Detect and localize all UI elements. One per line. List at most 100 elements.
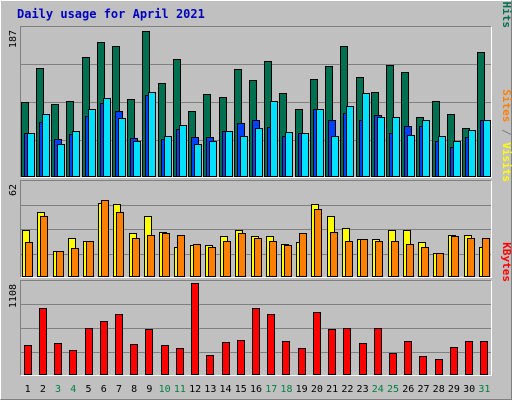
x-tick-label-6: 6: [101, 384, 107, 395]
x-tick-label-23: 23: [357, 384, 369, 395]
x-tick-label-30: 30: [463, 384, 475, 395]
bar-pages-day-31: [483, 120, 491, 177]
bar-sites-day-19: [299, 233, 307, 277]
bar-sites-day-24: [375, 241, 383, 277]
bar-kbytes-day-10: [161, 345, 169, 375]
panel-2-bevel-highlight: [20, 180, 492, 278]
bar-sites-day-17: [269, 241, 277, 277]
x-tick-label-5: 5: [86, 384, 92, 395]
x-tick-label-29: 29: [448, 384, 460, 395]
panel-3-bevel-highlight: [20, 280, 492, 376]
bar-kbytes-day-4: [69, 350, 77, 375]
x-tick-label-18: 18: [280, 384, 292, 395]
bar-pages-day-17: [270, 101, 278, 177]
panel-3-scale-label: 1108: [8, 284, 19, 308]
bar-pages-day-11: [179, 125, 187, 177]
bar-sites-day-3: [56, 251, 64, 277]
x-tick-label-4: 4: [70, 384, 76, 395]
bar-sites-day-29: [451, 236, 459, 277]
x-tick-label-26: 26: [402, 384, 414, 395]
bar-kbytes-day-19: [298, 348, 306, 375]
bar-sites-day-12: [193, 244, 201, 277]
bar-sites-day-9: [147, 235, 155, 277]
bar-kbytes-day-15: [237, 340, 245, 375]
bar-sites-day-15: [238, 233, 246, 277]
panel-2-side-legend: Sites / Visits: [500, 89, 512, 182]
x-tick-label-9: 9: [146, 384, 152, 395]
bar-sites-day-22: [345, 241, 353, 277]
x-tick-label-10: 10: [159, 384, 171, 395]
bar-kbytes-day-14: [222, 342, 230, 375]
bar-kbytes-day-22: [343, 328, 351, 375]
bar-sites-day-11: [177, 235, 185, 277]
x-tick-label-13: 13: [204, 384, 216, 395]
x-tick-label-14: 14: [220, 384, 232, 395]
bar-pages-day-5: [88, 109, 96, 177]
legend-label-/: /: [500, 0, 512, 2]
bar-kbytes-day-28: [435, 359, 443, 375]
bar-kbytes-day-27: [419, 356, 427, 375]
bar-kbytes-day-8: [130, 344, 138, 375]
panel-1-side-legend: Pages / Files / Hits: [500, 0, 512, 28]
bar-kbytes-day-16: [252, 308, 260, 375]
chart-title: Daily usage for April 2021: [17, 7, 205, 21]
bar-sites-day-7: [116, 212, 124, 277]
bar-pages-day-7: [118, 118, 126, 177]
x-tick-label-25: 25: [387, 384, 399, 395]
panel-2-scale-label: 62: [8, 184, 19, 196]
bar-kbytes-day-1: [24, 345, 32, 375]
bar-sites-day-30: [467, 238, 475, 277]
bar-pages-day-8: [133, 141, 141, 177]
bar-kbytes-day-23: [359, 343, 367, 375]
bar-sites-day-8: [132, 238, 140, 277]
bar-kbytes-day-24: [374, 328, 382, 375]
panel-3-side-legend: KBytes: [500, 242, 512, 282]
bar-pages-day-16: [255, 128, 263, 177]
bar-sites-day-31: [482, 238, 490, 277]
x-tick-label-2: 2: [40, 384, 46, 395]
bar-pages-day-13: [209, 141, 217, 177]
bar-sites-day-16: [254, 238, 262, 277]
bar-pages-day-20: [316, 109, 324, 177]
bar-pages-day-24: [377, 117, 385, 177]
bar-sites-day-26: [406, 244, 414, 277]
chart-text: Daily usage for April 2021 187Pages / Fi…: [8, 0, 512, 395]
bar-kbytes-day-29: [450, 347, 458, 375]
bar-kbytes-day-18: [282, 341, 290, 375]
bar-pages-day-14: [225, 131, 233, 177]
x-tick-label-12: 12: [189, 384, 201, 395]
panel-3-bevel-shadow: [20, 280, 492, 376]
bar-kbytes-day-25: [389, 353, 397, 375]
legend-label-kbytes: KBytes: [500, 242, 512, 282]
legend-label-/: /: [500, 122, 512, 142]
bar-sites-day-20: [314, 209, 322, 277]
bar-sites-day-1: [25, 242, 33, 277]
bar-sites-day-4: [71, 248, 79, 277]
bar-pages-day-9: [148, 92, 156, 177]
bar-sites-day-25: [391, 241, 399, 277]
bar-kbytes-day-2: [39, 308, 47, 375]
panel-1-bevel-highlight: [20, 26, 492, 178]
bar-kbytes-day-21: [328, 329, 336, 375]
bar-kbytes-day-12: [191, 283, 199, 375]
bar-kbytes-day-20: [313, 312, 321, 375]
bar-pages-day-27: [422, 120, 430, 177]
x-tick-label-20: 20: [311, 384, 323, 395]
x-tick-label-21: 21: [326, 384, 338, 395]
x-tick-label-1: 1: [25, 384, 31, 395]
bar-kbytes-day-9: [145, 329, 153, 375]
x-tick-label-3: 3: [55, 384, 61, 395]
panel-1-bevel-shadow: [20, 26, 492, 178]
x-tick-label-8: 8: [131, 384, 137, 395]
bar-pages-day-22: [346, 106, 354, 177]
bar-sites-day-2: [40, 216, 48, 277]
x-tick-label-16: 16: [250, 384, 262, 395]
bar-pages-day-30: [468, 130, 476, 177]
x-tick-label-22: 22: [341, 384, 353, 395]
bar-pages-day-29: [453, 141, 461, 177]
bar-pages-day-25: [392, 117, 400, 177]
bar-pages-day-19: [301, 133, 309, 177]
bar-sites-day-5: [86, 241, 94, 277]
